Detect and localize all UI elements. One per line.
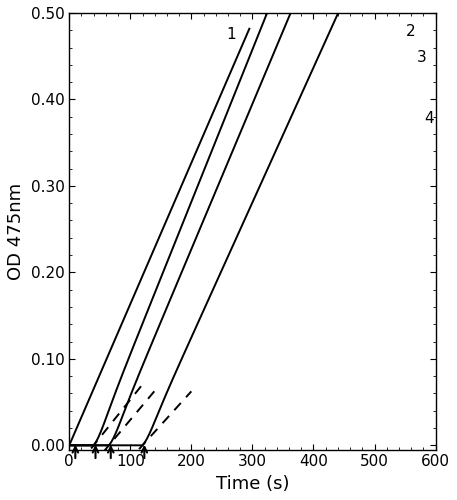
Y-axis label: OD 475nm: OD 475nm bbox=[7, 182, 25, 280]
Text: 2: 2 bbox=[406, 24, 416, 40]
Text: 4: 4 bbox=[425, 111, 434, 126]
Text: 3: 3 bbox=[417, 50, 427, 66]
X-axis label: Time (s): Time (s) bbox=[216, 475, 289, 493]
Text: 1: 1 bbox=[226, 27, 236, 42]
